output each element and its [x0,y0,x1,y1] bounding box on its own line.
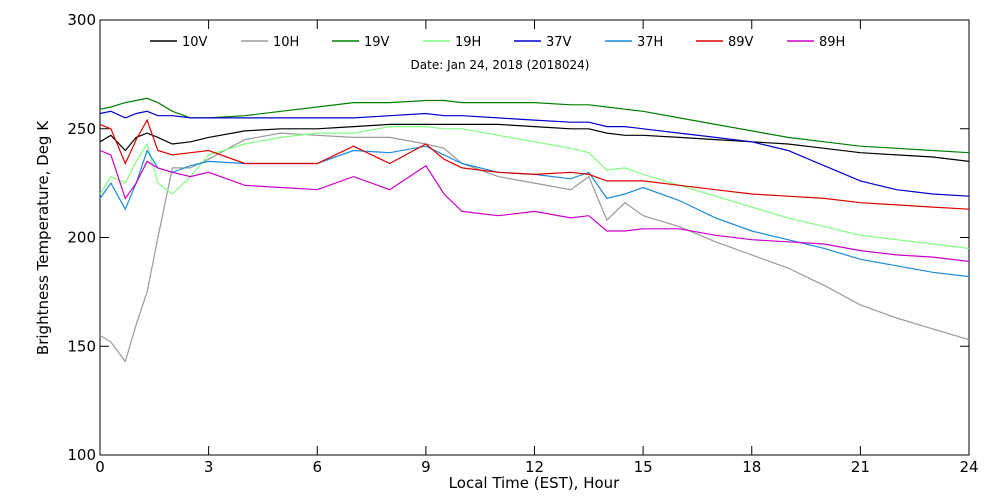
x-tick-label: 12 [525,458,544,476]
x-tick-label: 18 [742,458,761,476]
y-tick-label: 300 [67,11,96,29]
series-line-89v [99,118,970,210]
y-tick-label: 100 [67,446,96,464]
x-tick-label: 0 [95,458,105,476]
legend-label-10h: 10H [273,35,299,50]
series-line-37v [99,110,970,197]
y-tick-label: 250 [67,120,96,138]
y-axis-title: Brightness Temperature, Deg K [34,120,52,355]
series-line-10h [99,132,970,363]
series-line-19h [99,125,970,249]
legend-label-89v: 89V [728,35,754,50]
x-tick-label: 21 [851,458,870,476]
legend-label-19v: 19V [364,35,390,50]
y-tick-label: 150 [67,337,96,355]
chart-annotation: Date: Jan 24, 2018 (2018024) [411,58,590,72]
x-tick-label: 9 [421,458,431,476]
axis-ticks: 0 3 6 9 12 15 18 21 24 100 150 200 250 300 [67,11,978,476]
series-line-19v [99,97,970,154]
legend: 10V 10H 19V 19H 37V 37H 89V 89H [150,35,845,50]
legend-label-89h: 89H [819,35,845,50]
legend-label-10v: 10V [182,35,208,50]
x-axis-title: Local Time (EST), Hour [449,474,620,492]
plot-frame [99,19,970,456]
legend-label-37v: 37V [546,35,572,50]
series-line-89h [99,149,970,262]
x-tick-label: 15 [634,458,653,476]
y-tick-label: 200 [67,229,96,247]
x-tick-label: 24 [959,458,978,476]
series-lines [99,97,970,363]
x-tick-label: 3 [204,458,214,476]
legend-label-37h: 37H [637,35,663,50]
x-tick-label: 6 [312,458,322,476]
legend-label-19h: 19H [455,35,481,50]
series-line-10v [99,123,970,162]
